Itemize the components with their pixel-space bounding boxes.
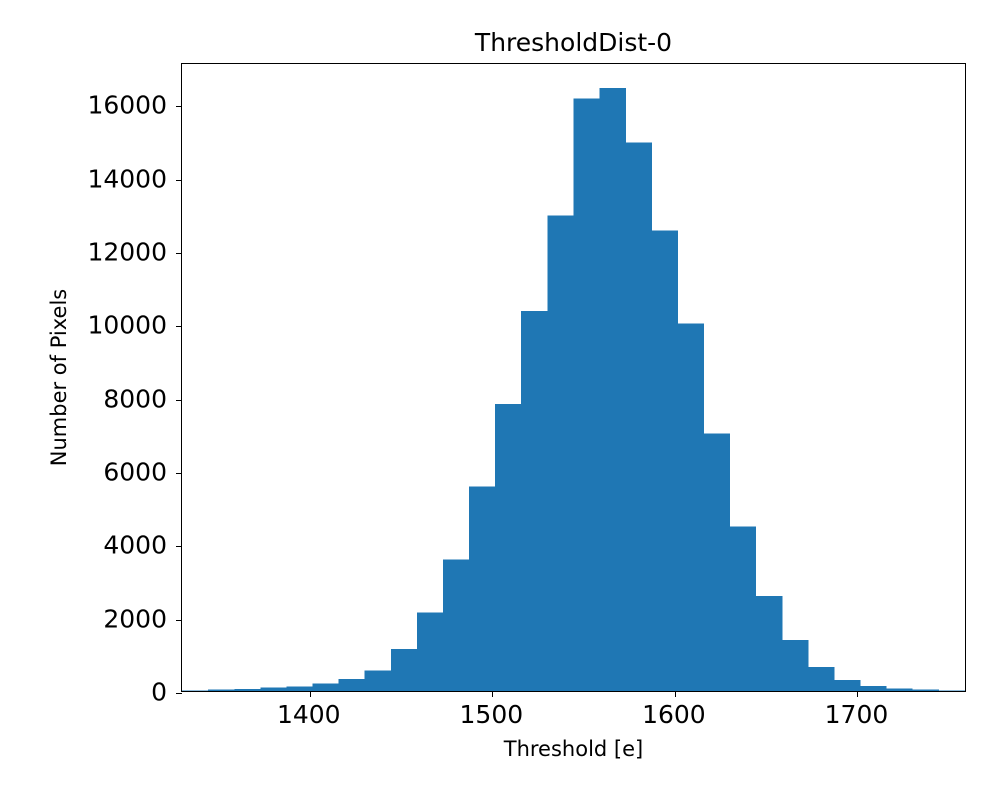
histogram-bar bbox=[912, 689, 939, 691]
y-tick-mark bbox=[176, 326, 182, 328]
histogram-bar bbox=[442, 559, 470, 691]
histogram-bar bbox=[495, 404, 522, 691]
histogram-bar bbox=[756, 595, 783, 691]
histogram-bar bbox=[625, 142, 652, 691]
x-tick-label: 1400 bbox=[276, 700, 341, 729]
x-tick-label: 1600 bbox=[642, 700, 706, 729]
y-tick-mark bbox=[176, 619, 182, 621]
histogram-bar bbox=[312, 683, 339, 691]
histogram-bar bbox=[704, 433, 731, 691]
y-tick-label: 2000 bbox=[103, 604, 167, 634]
histogram-bar bbox=[808, 667, 835, 691]
y-tick-mark bbox=[176, 252, 182, 254]
histogram-bar bbox=[182, 690, 209, 691]
histogram-bars bbox=[182, 87, 965, 691]
y-tick-mark bbox=[176, 106, 182, 108]
y-tick-label: 10000 bbox=[87, 310, 167, 340]
histogram-bar bbox=[260, 687, 287, 691]
plot-axes bbox=[176, 63, 966, 697]
y-tick-label: 16000 bbox=[87, 90, 167, 120]
y-tick-label: 6000 bbox=[103, 457, 167, 487]
histogram-bar bbox=[730, 526, 757, 691]
y-tick-mark bbox=[176, 179, 182, 181]
histogram-bar bbox=[469, 486, 496, 691]
x-axis-label: Threshold [e] bbox=[503, 737, 644, 761]
x-tick-label: 1500 bbox=[459, 700, 524, 729]
chart-title: ThresholdDist-0 bbox=[474, 28, 673, 57]
histogram-bar bbox=[938, 690, 965, 691]
histogram-bar bbox=[886, 688, 913, 691]
y-tick-label: 4000 bbox=[103, 530, 167, 560]
y-tick-mark bbox=[176, 399, 182, 401]
x-tick-mark bbox=[857, 691, 859, 697]
y-tick-label: 8000 bbox=[103, 384, 167, 414]
y-tick-mark bbox=[176, 546, 182, 548]
histogram-bar bbox=[390, 648, 417, 691]
histogram-bar bbox=[782, 639, 809, 691]
histogram-bar bbox=[547, 215, 574, 691]
y-tick-label: 12000 bbox=[87, 237, 167, 267]
y-axis-label: Number of Pixels bbox=[47, 288, 71, 467]
histogram-bar bbox=[521, 310, 548, 691]
histogram-bar bbox=[573, 98, 600, 691]
histogram-bar bbox=[286, 686, 313, 691]
x-tick-mark bbox=[674, 691, 676, 697]
y-tick-mark bbox=[176, 693, 182, 694]
histogram-bar bbox=[338, 678, 365, 691]
x-tick-label: 1700 bbox=[824, 700, 889, 729]
y-tick-mark bbox=[176, 472, 182, 474]
histogram-bar bbox=[860, 685, 887, 691]
histogram-bar bbox=[599, 87, 626, 691]
histogram-bar bbox=[834, 680, 861, 691]
histogram-bar bbox=[208, 689, 235, 691]
histogram-bar bbox=[416, 612, 443, 691]
x-tick-mark bbox=[309, 691, 311, 697]
y-tick-label: 0 bbox=[151, 677, 167, 707]
histogram-bar bbox=[677, 323, 705, 691]
plot-area bbox=[182, 64, 965, 691]
histogram-bar bbox=[364, 670, 391, 691]
histogram-bar bbox=[651, 230, 678, 691]
y-tick-label: 14000 bbox=[87, 164, 167, 194]
x-tick-mark bbox=[492, 691, 494, 697]
histogram-bar bbox=[234, 688, 261, 691]
